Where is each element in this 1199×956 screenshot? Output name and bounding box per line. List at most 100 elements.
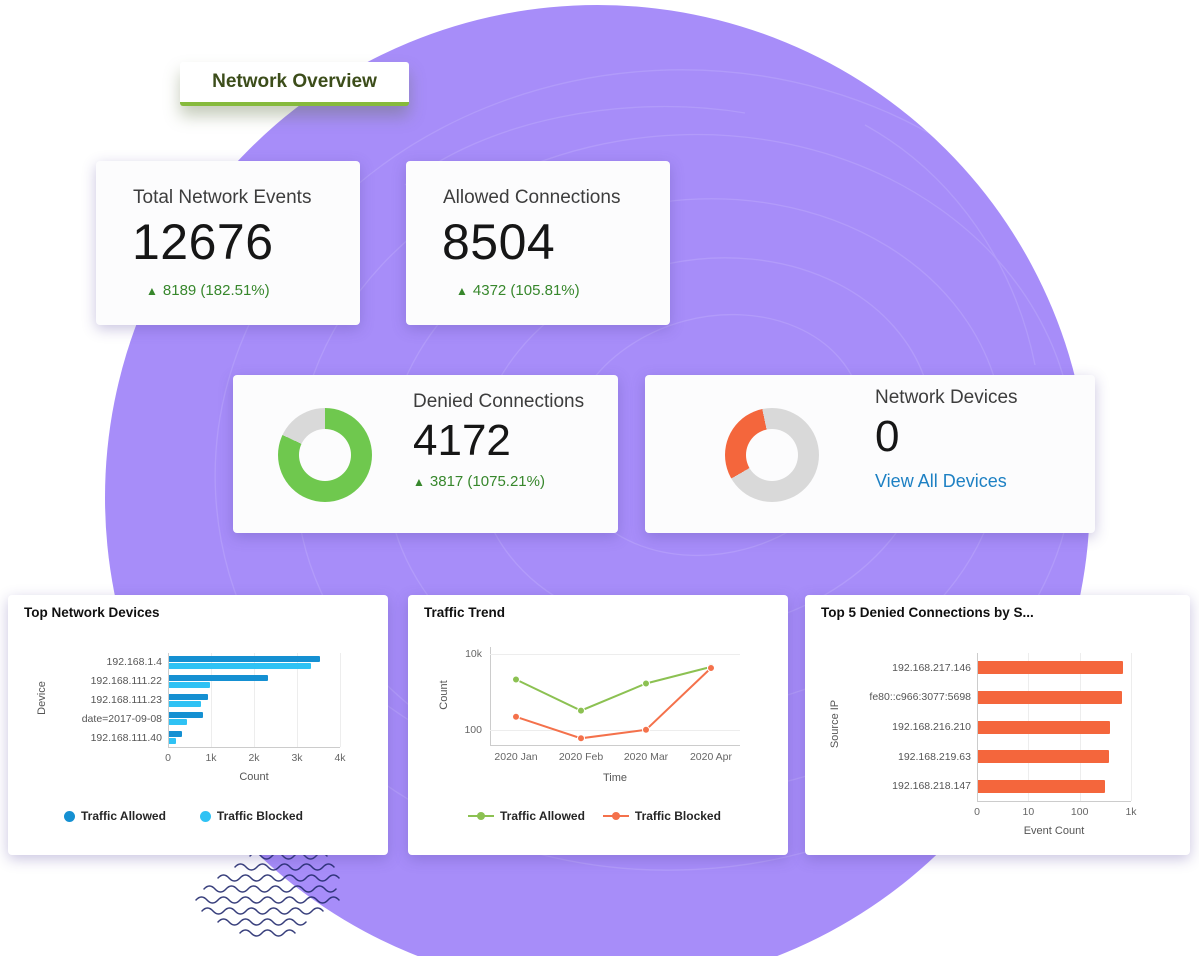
- bar: [169, 655, 320, 662]
- x-tick-label: 100: [1070, 806, 1089, 818]
- legend: Traffic Allowed Traffic Blocked: [468, 809, 721, 823]
- category-label: 192.168.218.147: [892, 780, 971, 793]
- chart-title: Traffic Trend: [424, 605, 506, 620]
- x-tick-label: 0: [974, 806, 980, 818]
- bar: [169, 731, 182, 738]
- series-line: [515, 667, 712, 740]
- gridline: [1131, 653, 1132, 801]
- data-point: [642, 725, 650, 734]
- card-allowed-connections: Allowed Connections 8504 ▲ 4372 (105.81%): [406, 161, 670, 325]
- x-axis-line: [168, 747, 340, 748]
- x-axis-label: Event Count: [1023, 825, 1085, 837]
- legend-label: Traffic Allowed: [500, 809, 585, 823]
- chart-title: Top 5 Denied Connections by S...: [821, 605, 1034, 620]
- category-label: 192.168.219.63: [898, 750, 971, 763]
- trend-up-icon: ▲: [456, 284, 468, 298]
- legend-item[interactable]: Traffic Allowed: [64, 809, 166, 823]
- card-network-devices: Network Devices 0 View All Devices: [645, 375, 1095, 533]
- data-point: [577, 734, 585, 743]
- waves-decoration: [195, 852, 340, 937]
- legend-line-dot: [611, 812, 620, 820]
- x-tick-label: 10: [1022, 806, 1035, 818]
- category-label: date=2017-09-08: [81, 712, 162, 725]
- x-axis-line: [977, 801, 1131, 802]
- bar: [169, 712, 204, 719]
- trend-up-icon: ▲: [146, 284, 158, 298]
- x-tick-label: 4k: [334, 752, 346, 764]
- category-label: 192.168.111.23: [90, 694, 162, 706]
- card-denied-connections: Denied Connections 4172 ▲ 3817 (1075.21%): [233, 375, 618, 533]
- legend-line-icon: [468, 811, 494, 821]
- gridline: [211, 653, 212, 747]
- y-axis-line: [168, 653, 169, 747]
- card-total-network-events: Total Network Events 12676 ▲ 8189 (182.51…: [96, 161, 360, 325]
- x-tick-label: 2020 Apr: [689, 751, 733, 763]
- view-all-devices-link[interactable]: View All Devices: [875, 471, 1007, 491]
- x-tick-label: 3k: [291, 752, 303, 764]
- legend-dot-icon: [64, 810, 75, 822]
- network-devices-donut-chart: [725, 408, 819, 502]
- bar: [169, 662, 311, 669]
- x-axis-line: [490, 745, 740, 746]
- page-title-badge: Network Overview: [180, 62, 409, 106]
- bar: [978, 750, 1110, 764]
- category-label: 192.168.111.22: [90, 675, 162, 688]
- top-network-devices-chart-card: Top Network Devices Device Count 0 1k 2k 3k…: [8, 595, 388, 855]
- x-axis-label: Time: [602, 772, 628, 784]
- legend-item[interactable]: Traffic Allowed: [468, 809, 585, 823]
- data-point: [707, 664, 715, 672]
- y-axis-line: [490, 647, 491, 745]
- series-line: [515, 665, 712, 712]
- gridline: [297, 653, 298, 747]
- x-tick-label: 1k: [1125, 806, 1137, 818]
- gridline: [490, 729, 740, 731]
- denied-connections-donut-chart: [278, 408, 372, 502]
- x-tick-label: 2020 Feb: [558, 751, 604, 763]
- legend-item[interactable]: Traffic Blocked: [199, 809, 303, 823]
- stat-delta-text: 3817 (1075.21%): [429, 473, 545, 490]
- y-axis-label: Device: [36, 681, 48, 715]
- bar: [169, 719, 188, 726]
- gridline: [254, 653, 255, 747]
- category-label: 192.168.1.4: [106, 656, 162, 669]
- data-point: [512, 712, 520, 721]
- bar: [978, 720, 1111, 734]
- legend-line-icon: [602, 811, 629, 821]
- category-label: 192.168.216.210: [892, 721, 971, 733]
- x-tick-label: 0: [165, 752, 171, 764]
- page-title: Network Overview: [212, 71, 377, 92]
- stat-title: Total Network Events: [133, 187, 312, 208]
- traffic-trend-chart-card: Traffic Trend Count Time 100 10k 2020 Jan 2…: [408, 595, 788, 855]
- x-tick-label: 2020 Mar: [623, 751, 669, 763]
- y-axis-label: Source IP: [829, 699, 841, 749]
- stat-delta-text: 4372 (105.81%): [472, 282, 580, 299]
- stat-title: Network Devices: [875, 387, 1018, 408]
- bar: [169, 674, 268, 681]
- legend-label: Traffic Blocked: [634, 809, 721, 823]
- bar: [978, 690, 1123, 704]
- line-chart-svg: [512, 662, 715, 743]
- legend-label: Traffic Allowed: [81, 809, 166, 823]
- gridline: [340, 653, 341, 747]
- top5-denied-connections-chart-card: Top 5 Denied Connections by S... Source …: [805, 595, 1190, 855]
- y-axis-label: Count: [438, 680, 450, 710]
- legend-line-dot: [477, 812, 485, 820]
- stat-value: 8504: [442, 214, 556, 270]
- category-label: fe80::c966:3077:5698: [869, 691, 971, 704]
- bar: [978, 779, 1106, 793]
- data-point: [577, 706, 585, 715]
- trend-up-icon: ▲: [413, 475, 425, 489]
- bar: [169, 681, 210, 688]
- legend: Traffic Allowed Traffic Blocked: [64, 809, 303, 823]
- x-tick-label: 2k: [248, 752, 260, 764]
- bar: [169, 693, 208, 700]
- stat-value: 0: [875, 412, 900, 461]
- stat-delta: ▲ 8189 (182.51%): [146, 282, 360, 299]
- legend-item[interactable]: Traffic Blocked: [602, 809, 721, 823]
- stat-delta-text: 8189 (182.51%): [162, 282, 270, 299]
- bar: [169, 700, 202, 707]
- x-tick-label: 1k: [205, 752, 217, 764]
- legend-dot-icon: [199, 810, 211, 822]
- category-label: 192.168.111.40: [90, 731, 162, 744]
